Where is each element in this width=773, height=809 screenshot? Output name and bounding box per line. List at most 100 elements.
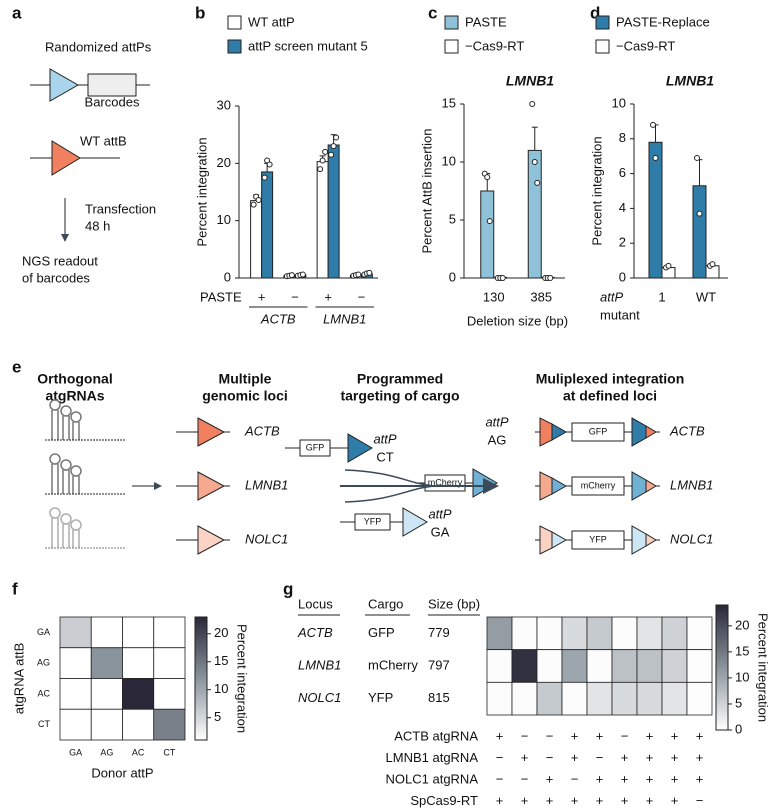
y-axis-label: Percent integration [589,136,604,245]
attl-right [551,531,568,549]
condition-sign: − [521,771,529,786]
y-tick-label: AG [37,658,50,668]
heatmap-cell [153,708,186,741]
table-cell: LMNB1 [298,657,341,672]
row-label: attP [600,289,623,304]
heatmap-cell [661,649,688,683]
data-point [355,271,362,278]
stem-loop [72,476,80,494]
row-label: PASTE [200,289,242,304]
condition-sign: + [696,728,704,743]
table-header: Locus [298,596,333,611]
heatmap-cell [586,649,613,683]
bar [527,149,542,279]
loop [49,453,61,465]
heatmap-cell [153,647,186,679]
stem-loop [62,470,70,494]
data-point [486,218,493,225]
attp-label: attP [373,431,396,446]
legend-swatch [595,15,610,30]
heading: targeting of cargo [340,388,459,404]
data-point [266,161,273,168]
heatmap-cell [536,616,563,651]
condition-sign: + [571,750,579,765]
label: NGS readout [22,253,98,268]
loop [49,507,61,519]
bar [261,171,274,279]
condition-sign: + [621,793,629,808]
legend-swatch [227,15,242,30]
heatmap-cell [611,649,638,683]
x-tick-label: CT [163,747,175,757]
legend-label: PASTE [465,14,507,29]
attl-left [539,525,553,555]
condition-sign: − [546,728,554,743]
data-point [288,272,295,279]
heatmap-cell [636,681,663,716]
data-point [317,166,324,173]
heatmap-cell [122,616,155,649]
colorbar [194,616,208,741]
heatmap-cell [636,616,663,651]
condition-sign: − [596,750,604,765]
heatmap-cell [90,708,123,741]
cargo-label: GFP [306,442,325,452]
y-tick-label: 10 [442,153,456,168]
attr-left [631,525,647,555]
condition-sign: + [696,771,704,786]
y-axis-label: atgRNA attB [11,643,26,715]
colorbar-tick-label: 5 [735,695,742,710]
condition-sign: + [571,793,579,808]
condition-sign: + [696,750,704,765]
data-point [652,154,659,161]
condition-label: NOLC1 atgRNA [386,771,479,786]
atgrna [45,453,125,495]
x-tick-label: 385 [530,289,552,304]
data-point [328,151,335,158]
y-tick-label: 0 [224,269,231,284]
panel-label: c [428,3,437,22]
cargo-label: YFP [589,534,607,544]
attp-site [197,417,226,447]
heatmap-cell [686,649,713,683]
panel-label: f [12,579,18,598]
condition-label: ACTB atgRNA [394,728,478,743]
stem-loop [62,416,70,440]
colorbar-tick-label: 10 [735,669,749,684]
heatmap-cell [511,616,538,651]
condition-sign: + [646,750,654,765]
data-point [696,210,703,217]
attr-left [631,471,647,501]
attr-right [645,533,657,547]
loop [49,399,61,411]
heatmap-cell [511,681,538,716]
label: of barcodes [22,270,90,285]
heatmap-cell [59,678,92,710]
locus-label: NOLC1 [245,531,288,546]
data-point [529,101,536,107]
table-cell: NOLC1 [298,690,341,705]
data-point [547,275,554,281]
y-tick-label: 5 [449,211,456,226]
heatmap-cell [661,616,688,651]
heatmap-cell [611,681,638,716]
data-point [499,275,506,281]
label: WT attB [80,133,127,148]
heatmap-cell [486,681,513,716]
y-tick-label: 10 [217,212,231,227]
cargo-box [571,476,625,496]
data-point [484,174,491,181]
legend-swatch [444,15,459,30]
data-point [322,148,329,155]
colorbar-tick-label: 10 [214,681,228,696]
heatmap-cell [536,681,563,716]
condition-sign: + [671,728,679,743]
table-cell: YFP [368,690,393,705]
condition-sign: + [646,793,654,808]
colorbar-tick-label: 15 [735,643,749,658]
attp-label: AG [488,432,507,447]
stem-loop [62,524,70,548]
heatmap-cell [90,616,123,649]
attr-left [631,417,647,447]
heading: genomic loci [202,388,288,404]
